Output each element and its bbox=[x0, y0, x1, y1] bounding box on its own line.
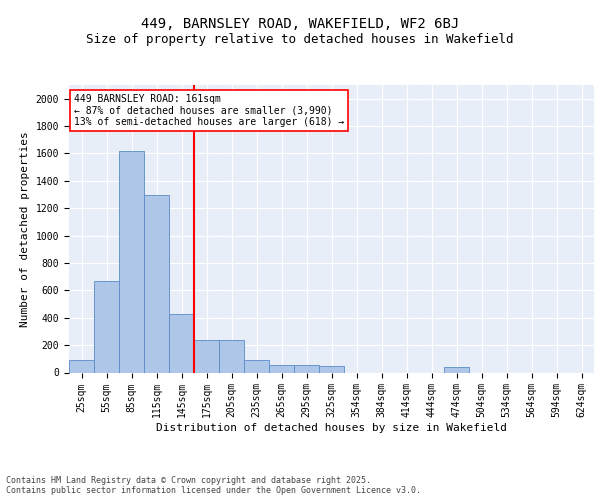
Text: 449 BARNSLEY ROAD: 161sqm
← 87% of detached houses are smaller (3,990)
13% of se: 449 BARNSLEY ROAD: 161sqm ← 87% of detac… bbox=[74, 94, 344, 127]
Bar bbox=[294, 365, 319, 372]
Bar bbox=[219, 340, 244, 372]
Text: Size of property relative to detached houses in Wakefield: Size of property relative to detached ho… bbox=[86, 32, 514, 46]
Bar bbox=[319, 366, 344, 372]
Bar bbox=[69, 360, 94, 372]
Bar bbox=[169, 314, 194, 372]
X-axis label: Distribution of detached houses by size in Wakefield: Distribution of detached houses by size … bbox=[156, 423, 507, 433]
Bar bbox=[194, 340, 219, 372]
Bar bbox=[244, 360, 269, 372]
Text: 449, BARNSLEY ROAD, WAKEFIELD, WF2 6BJ: 449, BARNSLEY ROAD, WAKEFIELD, WF2 6BJ bbox=[141, 18, 459, 32]
Bar bbox=[119, 150, 144, 372]
Bar bbox=[144, 194, 169, 372]
Bar bbox=[444, 367, 469, 372]
Bar bbox=[94, 281, 119, 372]
Bar bbox=[269, 365, 294, 372]
Y-axis label: Number of detached properties: Number of detached properties bbox=[20, 131, 30, 326]
Text: Contains HM Land Registry data © Crown copyright and database right 2025.
Contai: Contains HM Land Registry data © Crown c… bbox=[6, 476, 421, 495]
